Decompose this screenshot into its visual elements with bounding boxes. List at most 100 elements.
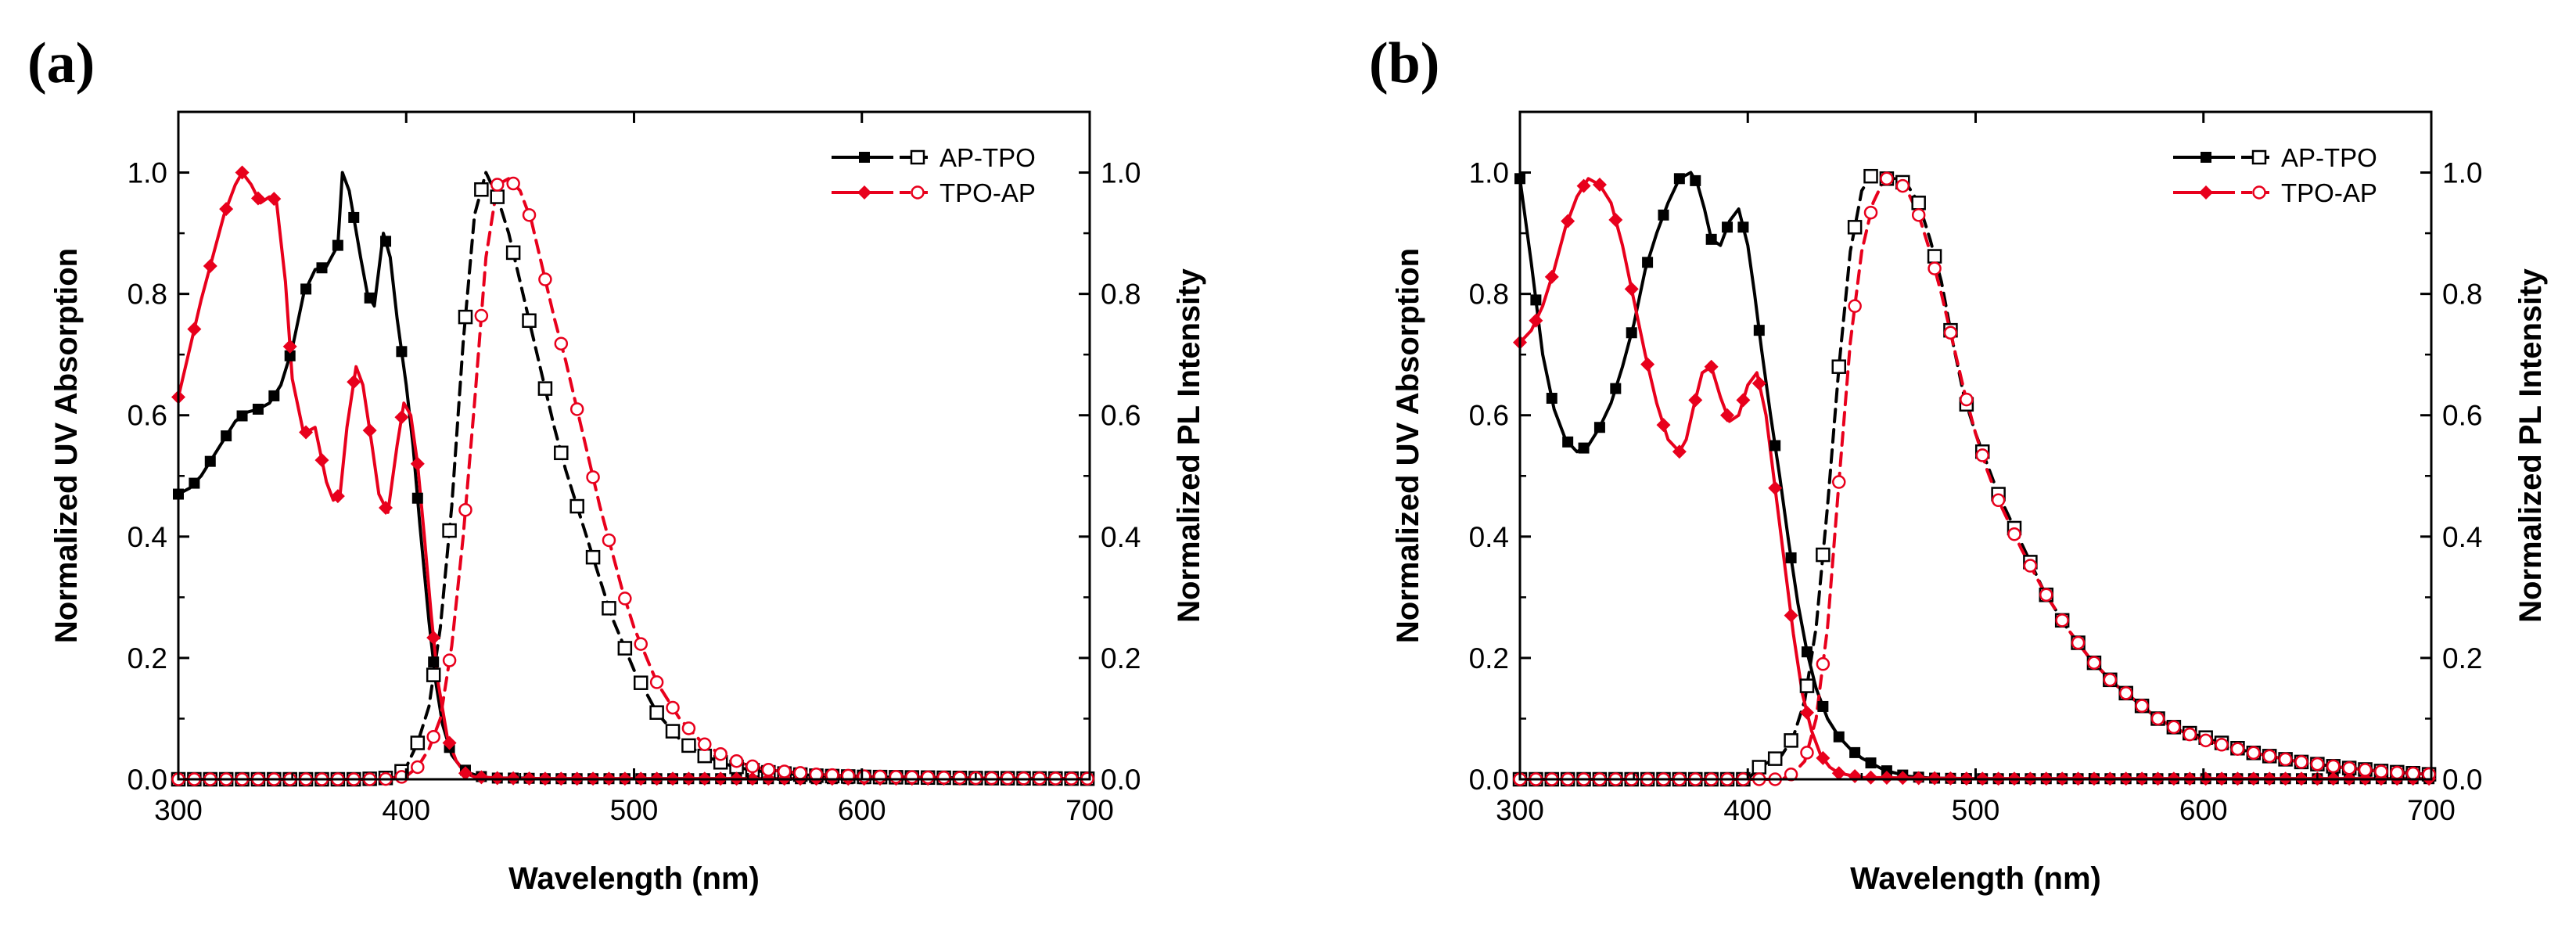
data-point	[347, 375, 361, 390]
data-point	[1592, 178, 1607, 192]
y-tick-label-right: 0.4	[1101, 521, 1141, 553]
data-point	[1848, 769, 1863, 784]
y-tick-label-left: 0.0	[1469, 764, 1509, 796]
series-markers-tpo-ap-pl	[171, 176, 1094, 786]
data-point	[314, 453, 329, 468]
data-point	[2390, 765, 2405, 780]
data-point	[1816, 547, 1831, 563]
y-tick-label-left: 0.2	[128, 642, 167, 674]
data-point	[2007, 527, 2021, 541]
data-point	[1768, 480, 1783, 495]
data-point	[316, 262, 328, 274]
x-tick-label: 700	[1065, 794, 1114, 826]
data-point	[1751, 376, 1766, 391]
data-point	[1865, 757, 1877, 769]
data-point	[1720, 408, 1735, 423]
data-point	[2358, 763, 2373, 777]
data-point	[1785, 552, 1797, 563]
data-point	[1544, 269, 1559, 284]
data-point	[713, 746, 728, 761]
data-point	[1753, 325, 1765, 336]
legend-marker	[2251, 149, 2267, 165]
data-point	[633, 675, 648, 690]
data-point	[426, 729, 440, 744]
data-point	[380, 236, 392, 247]
data-point	[936, 771, 951, 785]
data-point	[745, 759, 760, 774]
legend: AP-TPO TPO-AP	[2173, 143, 2377, 207]
data-point	[873, 769, 887, 784]
data-point	[442, 523, 457, 538]
data-point	[1960, 392, 1974, 407]
data-point	[522, 208, 537, 222]
y-tick-label-right: 0.0	[2442, 764, 2482, 796]
data-point	[2405, 766, 2420, 781]
y-axis-title-right: Normalized PL Intensity	[2513, 268, 2548, 622]
series-markers-ap-tpo-absorption	[1514, 173, 2435, 785]
legend-label: AP-TPO	[2281, 143, 2377, 172]
data-point	[410, 456, 425, 471]
data-point	[697, 748, 713, 764]
data-point	[474, 182, 489, 197]
data-point	[442, 735, 457, 750]
data-point	[410, 735, 426, 750]
y-tick-label-right: 1.0	[1101, 157, 1141, 189]
data-point	[2118, 686, 2133, 700]
x-tick-label: 400	[1723, 794, 1772, 826]
data-point	[250, 191, 265, 206]
data-point	[1943, 325, 1958, 340]
y-tick-label-right: 0.8	[1101, 279, 1141, 311]
data-point	[267, 192, 282, 207]
data-point	[442, 653, 457, 667]
y-tick-label-right: 0.6	[2442, 400, 2482, 432]
data-point	[1640, 357, 1655, 372]
x-tick-label: 600	[2179, 794, 2228, 826]
data-point	[2023, 559, 2038, 573]
data-point	[252, 403, 264, 415]
data-point	[1847, 220, 1863, 235]
data-point	[1690, 174, 1701, 186]
data-point	[1800, 746, 1814, 760]
data-point	[1562, 436, 1574, 448]
data-point	[1608, 213, 1623, 228]
legend-label: AP-TPO	[940, 143, 1036, 172]
y-axis-title-left: Normalized UV Absorption	[1391, 248, 1425, 643]
y-tick-label-right: 0.0	[1101, 764, 1141, 796]
series-line-ap-tpo-pl	[1518, 171, 2433, 781]
data-point	[1831, 766, 1846, 781]
data-point	[1880, 171, 1894, 186]
data-point	[649, 675, 664, 689]
data-point	[1578, 442, 1590, 454]
data-point	[1626, 327, 1637, 339]
y-tick-label-right: 0.6	[1101, 400, 1141, 432]
data-point	[1911, 208, 1926, 222]
data-point	[1816, 656, 1831, 671]
series-line-ap-tpo-absorption	[1518, 171, 2433, 781]
data-point	[1863, 168, 1878, 184]
series-markers-tpo-ap-absorption	[171, 165, 1095, 786]
data-point	[1816, 750, 1831, 765]
data-point	[617, 641, 633, 656]
data-point	[649, 705, 664, 720]
data-point	[1593, 422, 1605, 433]
series-markers-ap-tpo-absorption	[173, 211, 1094, 785]
data-point	[2374, 764, 2388, 779]
x-axis-title: Wavelength (nm)	[1850, 861, 2101, 896]
panel-label: (a)	[27, 31, 95, 95]
data-point	[2150, 711, 2165, 726]
data-point	[268, 390, 280, 401]
data-point	[411, 760, 425, 775]
data-point	[681, 721, 696, 735]
data-point	[2294, 755, 2308, 769]
data-point	[1624, 282, 1639, 297]
data-point	[2055, 613, 2069, 628]
x-tick-label: 500	[1952, 794, 2000, 826]
panel-label: (b)	[1369, 31, 1439, 95]
data-point	[538, 272, 552, 286]
data-point	[1576, 178, 1591, 193]
data-point	[2071, 635, 2086, 650]
x-axis-title: Wavelength (nm)	[508, 861, 760, 896]
data-point	[506, 176, 520, 191]
